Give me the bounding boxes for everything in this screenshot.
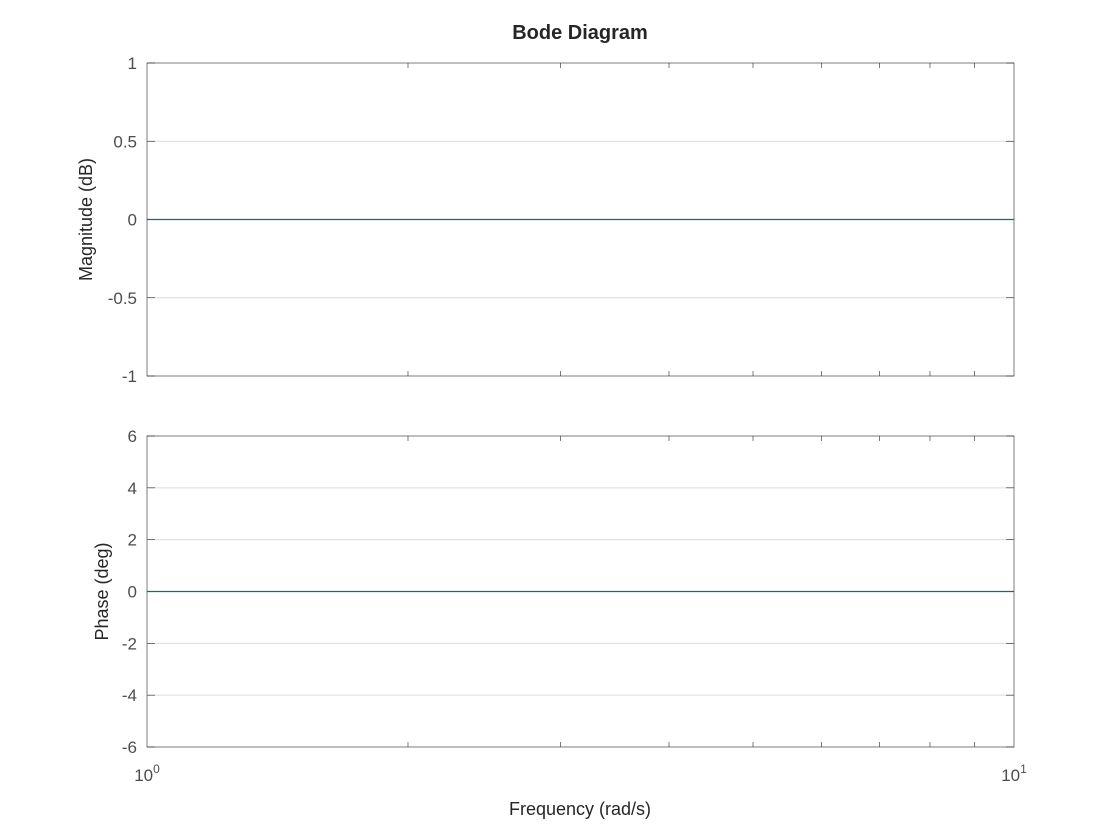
phase-y-tick-label: 4 bbox=[128, 479, 137, 498]
phase-y-tick-label: -4 bbox=[122, 686, 137, 705]
magnitude-y-tick-label: 0 bbox=[128, 211, 137, 230]
x-tick-label: 101 bbox=[1001, 762, 1027, 785]
x-tick-label: 100 bbox=[134, 762, 160, 785]
magnitude-y-tick-label: -1 bbox=[122, 367, 137, 386]
magnitude-y-axis-label: Magnitude (dB) bbox=[76, 158, 96, 281]
x-tick-label-exponent: 1 bbox=[1020, 762, 1027, 776]
phase-y-tick-label: -2 bbox=[122, 634, 137, 653]
magnitude-y-tick-label: -0.5 bbox=[108, 289, 137, 308]
phase-y-axis-label: Phase (deg) bbox=[92, 542, 112, 640]
magnitude-axes: 1 0.5 0 -0.5 -1 Magnitude (dB) bbox=[76, 54, 1015, 386]
phase-y-tick-label: 6 bbox=[128, 427, 137, 446]
x-tick-label-base: 10 bbox=[1001, 766, 1020, 785]
phase-y-tick-label: 0 bbox=[128, 583, 137, 602]
phase-y-tick-label: -6 bbox=[122, 738, 137, 757]
x-tick-label-exponent: 0 bbox=[153, 762, 160, 776]
x-tick-label-base: 10 bbox=[134, 766, 153, 785]
chart-title: Bode Diagram bbox=[512, 22, 648, 44]
magnitude-y-tick-label: 0.5 bbox=[113, 132, 137, 151]
magnitude-y-tick-label: 1 bbox=[128, 54, 137, 73]
x-axis-label: Frequency (rad/s) bbox=[509, 799, 651, 819]
phase-y-tick-label: 2 bbox=[128, 531, 137, 550]
